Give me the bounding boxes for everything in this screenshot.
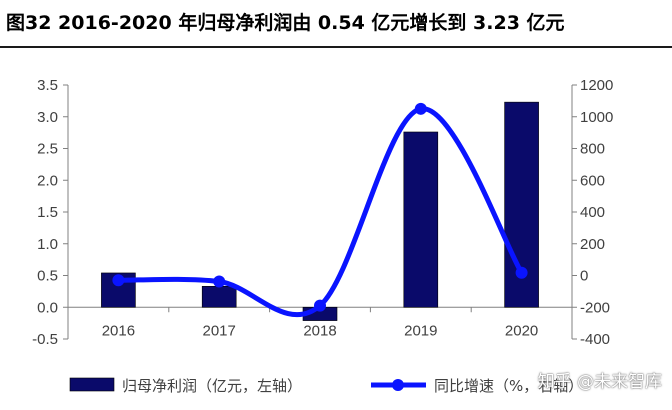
growth-line <box>118 106 524 318</box>
category-label: 2020 <box>505 322 538 339</box>
left-axis-tick-label: 1.0 <box>37 236 58 253</box>
growth-point-2017 <box>213 275 226 288</box>
legend-bar-label: 归母净利润（亿元，左轴） <box>122 377 302 395</box>
growth-point-2016 <box>112 274 125 287</box>
figure-title: 图32 2016-2020 年归母净利润由 0.54 亿元增长到 3.23 亿元 <box>6 12 565 34</box>
growth-point-2018 <box>314 299 326 312</box>
legend-line-label: 同比增速（%，右轴） <box>434 377 583 395</box>
right-axis-tick-label: -200 <box>580 299 610 316</box>
right-axis-tick-label: 400 <box>580 204 605 221</box>
left-axis-tick-label: 0.5 <box>37 268 58 285</box>
left-axis-tick-label: 0.0 <box>37 299 58 316</box>
right-axis-tick-label: 1200 <box>580 77 613 94</box>
right-axis-tick-label: 200 <box>580 236 605 253</box>
legend-bar-swatch <box>69 377 115 392</box>
growth-point-2019 <box>414 102 427 115</box>
left-axis-tick-label: 3.0 <box>37 109 58 126</box>
right-axis-tick-label: 0 <box>580 268 588 285</box>
category-label: 2019 <box>404 322 437 339</box>
right-axis-tick-label: 800 <box>580 141 605 158</box>
bar-2017 <box>201 285 237 308</box>
left-axis-tick-label: 2.0 <box>37 172 58 189</box>
left-axis-tick-label: 2.5 <box>37 141 58 158</box>
category-label: 2018 <box>303 322 336 339</box>
growth-point-2020 <box>515 266 528 279</box>
left-axis-tick-label: 3.5 <box>37 77 58 94</box>
category-label: 2016 <box>102 322 135 339</box>
left-axis-tick-label: 1.5 <box>37 204 58 221</box>
category-label: 2017 <box>203 322 236 339</box>
right-axis-tick-label: 1000 <box>580 109 613 126</box>
left-axis-tick-label: -0.5 <box>32 331 58 348</box>
right-axis-tick-label: -400 <box>580 331 610 348</box>
legend-line-marker <box>392 379 404 391</box>
right-axis-tick-label: 600 <box>580 172 605 189</box>
bar-2019 <box>403 131 439 308</box>
watermark: 知乎 @未来智库 <box>537 372 662 392</box>
title-divider <box>0 46 672 48</box>
